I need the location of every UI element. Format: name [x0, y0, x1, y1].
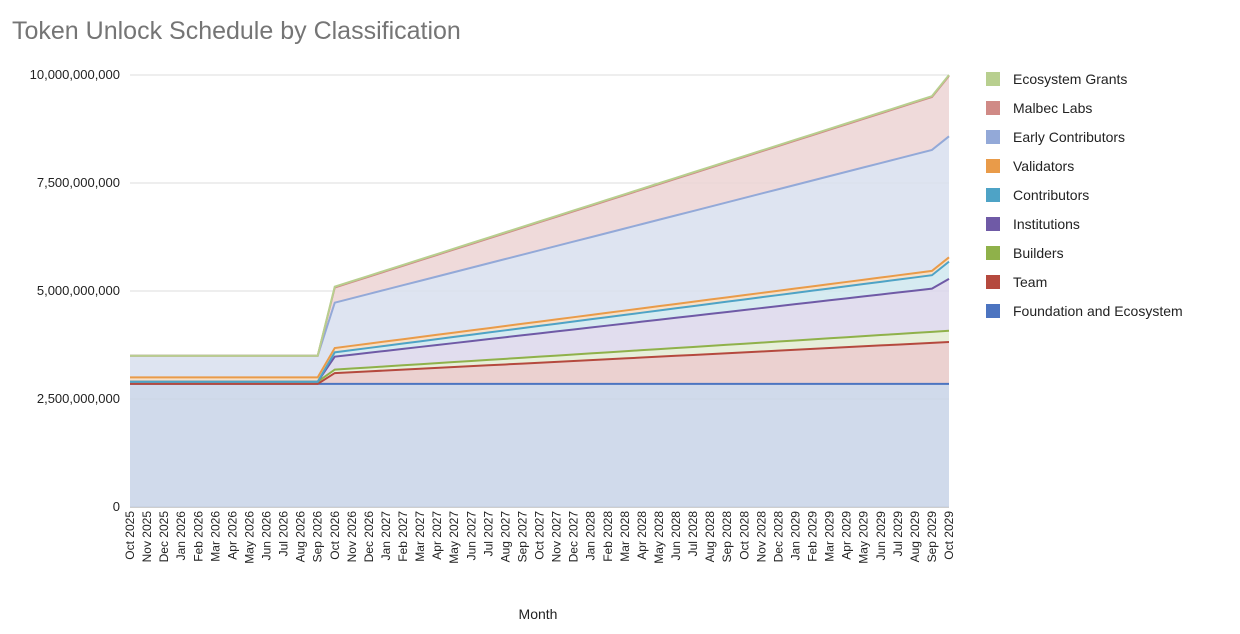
- legend-label: Builders: [1013, 244, 1064, 261]
- x-tick-label: Oct 2029: [942, 511, 956, 560]
- legend-label: Ecosystem Grants: [1013, 70, 1128, 87]
- legend: Ecosystem Grants Malbec Labs Early Contrib…: [986, 64, 1183, 325]
- x-tick-label: May 2029: [857, 511, 871, 564]
- legend-item-team: Team: [986, 267, 1183, 296]
- y-tick-label: 10,000,000,000: [30, 67, 120, 82]
- x-tick-label: Apr 2028: [635, 511, 649, 560]
- y-tick-label: 5,000,000,000: [37, 283, 120, 298]
- x-tick-label: Sep 2027: [515, 511, 529, 563]
- area-institutions: [130, 278, 949, 382]
- x-tick-label: Aug 2026: [294, 511, 308, 563]
- x-tick-label: Jan 2027: [379, 511, 393, 561]
- y-tick-label: 7,500,000,000: [37, 175, 120, 190]
- x-tick-label: Dec 2028: [771, 511, 785, 563]
- x-tick-label: Sep 2029: [925, 511, 939, 563]
- x-tick-label: Feb 2029: [806, 511, 820, 562]
- x-tick-label: Sep 2028: [720, 511, 734, 563]
- x-tick-label: Mar 2028: [618, 511, 632, 562]
- x-tick-label: Jan 2028: [584, 511, 598, 561]
- legend-item-contributors: Contributors: [986, 180, 1183, 209]
- x-tick-label: Nov 2028: [754, 511, 768, 563]
- x-tick-label: Mar 2029: [823, 511, 837, 562]
- legend-swatch: [986, 216, 1000, 231]
- x-tick-label: Jan 2026: [174, 511, 188, 561]
- legend-label: Contributors: [1013, 186, 1090, 203]
- x-tick-label: Nov 2027: [550, 511, 564, 563]
- area-foundation-and-ecosystem: [130, 383, 949, 507]
- legend-item-validators: Validators: [986, 151, 1183, 180]
- x-tick-label: May 2026: [242, 511, 256, 564]
- legend-swatch: [986, 71, 1000, 86]
- x-tick-label: Aug 2028: [703, 511, 717, 563]
- legend-item-foundation-and-ecosystem: Foundation and Ecosystem: [986, 296, 1183, 325]
- legend-label: Institutions: [1013, 215, 1080, 232]
- x-tick-label: Jun 2029: [874, 511, 888, 561]
- legend-swatch: [986, 274, 1000, 289]
- legend-swatch: [986, 303, 1000, 318]
- x-tick-label: Jun 2026: [260, 511, 274, 561]
- x-tick-label: Jul 2028: [686, 511, 700, 557]
- x-tick-label: Apr 2027: [430, 511, 444, 560]
- x-tick-label: Oct 2025: [123, 511, 137, 560]
- x-tick-label: Jul 2027: [481, 511, 495, 557]
- x-tick-label: Feb 2026: [191, 511, 205, 562]
- x-tick-label: Feb 2028: [601, 511, 615, 562]
- x-tick-label: Oct 2028: [737, 511, 751, 560]
- legend-swatch: [986, 158, 1000, 173]
- chart-title: Token Unlock Schedule by Classification: [12, 17, 461, 45]
- legend-item-early-contributors: Early Contributors: [986, 122, 1183, 151]
- line-team: [130, 340, 950, 385]
- x-tick-label: Aug 2027: [498, 511, 512, 563]
- line-validators: [130, 256, 950, 379]
- x-axis-title: Month: [519, 606, 558, 622]
- x-tick-label: May 2027: [447, 511, 461, 564]
- legend-label: Foundation and Ecosystem: [1013, 302, 1183, 319]
- x-tick-label: Aug 2029: [908, 511, 922, 563]
- legend-label: Early Contributors: [1013, 128, 1126, 145]
- x-tick-label: May 2028: [652, 511, 666, 564]
- x-tick-label: Oct 2026: [328, 511, 342, 560]
- legend-label: Malbec Labs: [1013, 99, 1093, 116]
- x-tick-label: Dec 2026: [362, 511, 376, 563]
- legend-item-ecosystem-grants: Ecosystem Grants: [986, 64, 1183, 93]
- legend-swatch: [986, 245, 1000, 260]
- line-ecosystem-grants: [130, 74, 950, 357]
- x-tick-label: Jan 2029: [788, 511, 802, 561]
- series-lines: [130, 74, 950, 385]
- area-validators: [130, 257, 949, 382]
- legend-item-builders: Builders: [986, 238, 1183, 267]
- x-tick-label: Apr 2026: [225, 511, 239, 560]
- x-tick-label: Dec 2025: [157, 511, 171, 563]
- legend-swatch: [986, 100, 1000, 115]
- x-tick-label: Nov 2026: [345, 511, 359, 563]
- x-tick-label: Sep 2026: [311, 511, 325, 563]
- x-tick-label: Oct 2027: [533, 511, 547, 560]
- legend-item-institutions: Institutions: [986, 209, 1183, 238]
- x-tick-label: Nov 2025: [140, 511, 154, 563]
- line-contributors: [130, 260, 950, 383]
- x-tick-label: Dec 2027: [567, 511, 581, 563]
- y-axis: 0 2,500,000,000 5,000,000,000 7,500,000,000…: [30, 67, 120, 514]
- legend-label: Validators: [1013, 157, 1075, 174]
- legend-swatch: [986, 129, 1000, 144]
- x-tick-label: Jun 2028: [669, 511, 683, 561]
- legend-item-malbec-labs: Malbec Labs: [986, 93, 1183, 122]
- x-tick-label: Mar 2027: [413, 511, 427, 562]
- x-tick-label: Apr 2029: [840, 511, 854, 560]
- x-tick-label: Feb 2027: [396, 511, 410, 562]
- area-early-contributors: [130, 136, 949, 378]
- y-tick-label: 0: [113, 499, 120, 514]
- y-tick-label: 2,500,000,000: [37, 391, 120, 406]
- legend-label: Team: [1013, 273, 1048, 290]
- x-axis: Oct 2025 Nov 2025 Dec 2025 Jan 2026 Feb 2026…: [123, 511, 956, 564]
- legend-swatch: [986, 187, 1000, 202]
- x-tick-label: Jun 2027: [464, 511, 478, 561]
- x-tick-label: Jul 2029: [891, 511, 905, 557]
- x-tick-label: Mar 2026: [208, 511, 222, 562]
- x-tick-label: Jul 2026: [277, 511, 291, 557]
